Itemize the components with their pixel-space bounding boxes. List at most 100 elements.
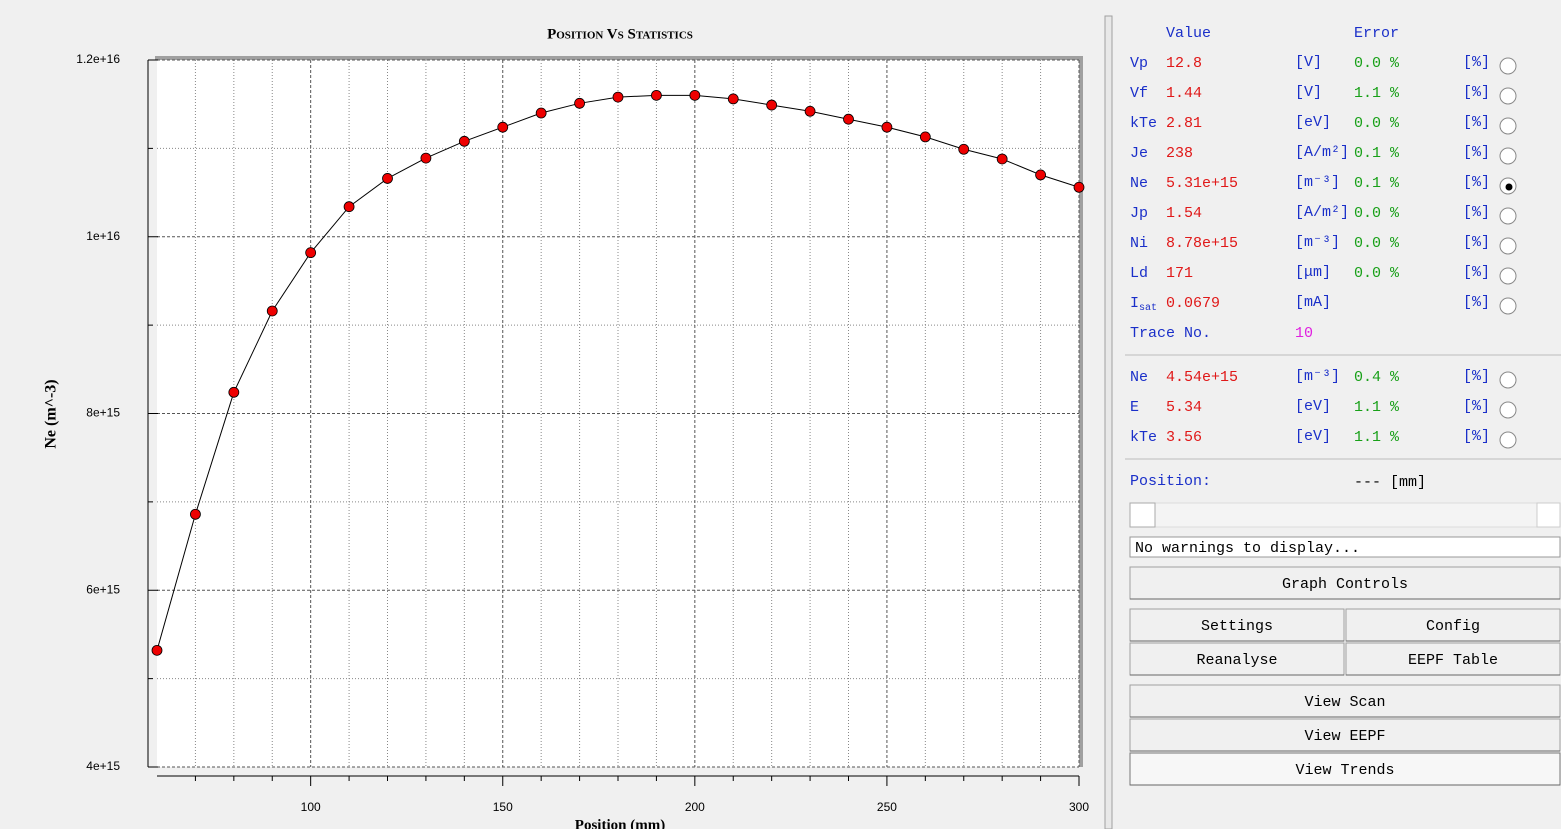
param-name: Vf [1130, 85, 1148, 102]
param-unit: [m⁻³] [1295, 174, 1340, 191]
data-point [420, 152, 432, 164]
radio-button[interactable] [1499, 117, 1517, 135]
button-label[interactable]: Graph Controls [1282, 576, 1408, 593]
param-error: 0.0 % [1354, 205, 1400, 222]
radio-button[interactable] [1499, 87, 1517, 105]
button-label[interactable]: View Scan [1304, 694, 1385, 711]
param-name: Jp [1130, 205, 1148, 222]
param-unit: [eV] [1295, 428, 1331, 445]
splitter[interactable] [1104, 15, 1113, 829]
param-unit: [V] [1295, 84, 1322, 101]
param-unit: [μm] [1295, 264, 1331, 281]
radio-button[interactable] [1499, 267, 1517, 285]
button[interactable] [1129, 718, 1561, 752]
button[interactable] [1345, 608, 1561, 642]
radio-button[interactable] [1499, 237, 1517, 255]
data-point [343, 201, 355, 213]
radio-button[interactable] [1499, 371, 1517, 389]
param-name: Ne [1130, 175, 1148, 192]
y-tick-label: 8e+15 [86, 406, 120, 420]
button[interactable] [1129, 642, 1345, 676]
x-tick-label: 300 [1069, 800, 1089, 814]
param-pct: [%] [1463, 144, 1490, 161]
y-tick-label: 1e+16 [86, 229, 120, 243]
param-error: 1.1 % [1354, 429, 1400, 446]
warning-box [1129, 536, 1561, 558]
param-value: 3.56 [1166, 429, 1202, 446]
y-axis-label: Ne (m^-3) [43, 379, 60, 448]
param-pct: [%] [1463, 114, 1490, 131]
param-pct: [%] [1463, 428, 1490, 445]
param-name: kTe [1130, 115, 1157, 132]
param-error: 0.0 % [1354, 115, 1400, 132]
scrollbar-thumb[interactable] [1129, 502, 1156, 528]
radio-button[interactable] [1499, 401, 1517, 419]
radio-button[interactable] [1499, 297, 1517, 315]
data-point [651, 89, 662, 101]
param-unit: [mA] [1295, 294, 1331, 311]
data-point [190, 508, 201, 520]
data-point [497, 121, 509, 133]
radio-button[interactable] [1499, 207, 1517, 225]
param-name: E [1130, 399, 1139, 416]
radio-button[interactable] [1499, 431, 1517, 449]
param-pct: [%] [1463, 294, 1490, 311]
trace-label: Trace No. [1130, 325, 1211, 342]
data-point [535, 107, 547, 119]
button-label[interactable]: Config [1426, 618, 1480, 635]
param-unit: [V] [1295, 54, 1322, 71]
data-point [919, 131, 931, 143]
button-label[interactable]: Reanalyse [1196, 652, 1277, 669]
data-point [458, 135, 470, 147]
radio-button[interactable] [1499, 147, 1517, 165]
param-name: Ld [1130, 265, 1148, 282]
param-error: 0.1 % [1354, 175, 1400, 192]
param-pct: [%] [1463, 264, 1490, 281]
data-point [266, 305, 278, 317]
button[interactable] [1345, 642, 1561, 676]
data-point [305, 247, 317, 259]
param-value: 171 [1166, 265, 1193, 282]
param-value: 5.34 [1166, 399, 1202, 416]
param-value: 1.44 [1166, 85, 1202, 102]
param-error: 1.1 % [1354, 85, 1400, 102]
param-value: 8.78e+15 [1166, 235, 1238, 252]
header-value: Value [1166, 25, 1211, 42]
data-point [766, 99, 778, 111]
radio-button[interactable] [1499, 57, 1517, 75]
param-pct: [%] [1463, 398, 1490, 415]
button-label[interactable]: View EEPF [1304, 728, 1385, 745]
param-pct: [%] [1463, 84, 1490, 101]
radio-dot [1505, 183, 1513, 191]
button-label[interactable]: Settings [1201, 618, 1273, 635]
data-point [727, 93, 739, 105]
button-label[interactable]: EEPF Table [1408, 652, 1498, 669]
data-point [151, 644, 163, 656]
data-point [958, 143, 970, 155]
param-name: Ni [1130, 235, 1148, 252]
param-unit: [m⁻³] [1295, 368, 1340, 385]
button[interactable] [1129, 566, 1561, 600]
param-value: 2.81 [1166, 115, 1202, 132]
param-error: 0.1 % [1354, 145, 1400, 162]
button[interactable] [1129, 684, 1561, 718]
param-subscript: sat [1139, 303, 1157, 314]
param-name: Isat [1130, 295, 1157, 314]
data-point [612, 91, 624, 103]
param-error: 0.0 % [1354, 55, 1400, 72]
param-name: Vp [1130, 55, 1148, 72]
param-name: kTe [1130, 429, 1157, 446]
param-error: 1.1 % [1354, 399, 1400, 416]
param-error: 0.4 % [1354, 369, 1400, 386]
param-pct: [%] [1463, 174, 1490, 191]
param-unit: [eV] [1295, 114, 1331, 131]
button-label[interactable]: View Trends [1295, 762, 1394, 779]
y-tick-label: 4e+15 [86, 759, 120, 773]
data-point [843, 113, 854, 125]
button[interactable] [1129, 752, 1561, 786]
scrollbar-arrow[interactable] [1536, 502, 1561, 528]
scrollbar-track[interactable] [1129, 502, 1561, 528]
x-tick-label: 100 [301, 800, 321, 814]
x-tick-label: 250 [877, 800, 897, 814]
